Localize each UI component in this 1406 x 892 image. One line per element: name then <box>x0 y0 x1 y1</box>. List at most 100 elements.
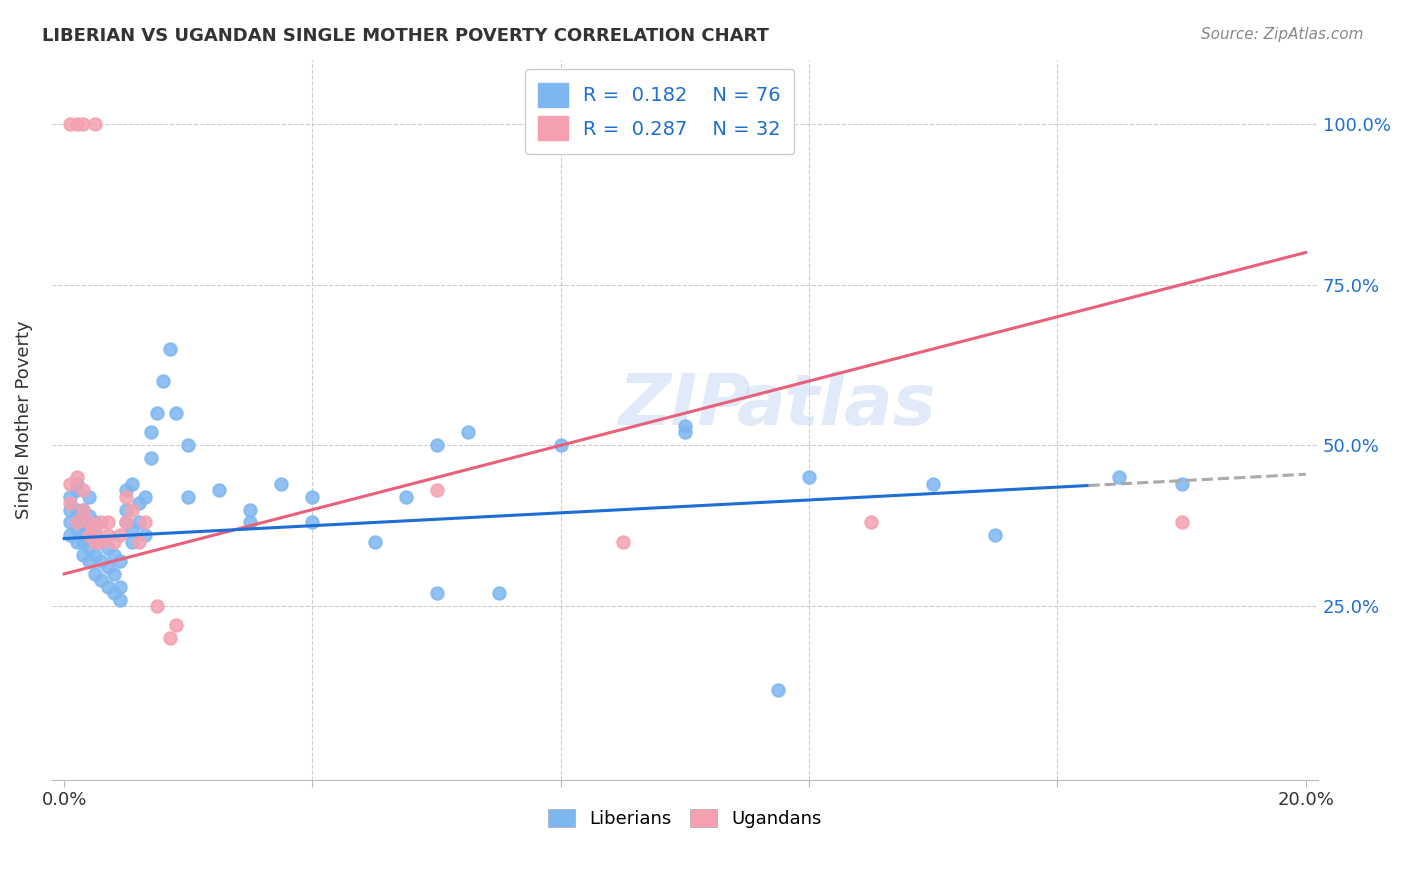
Point <box>90 534 112 549</box>
Point <box>165 406 187 420</box>
Point <box>72 502 94 516</box>
Point <box>922 476 945 491</box>
Point <box>103 534 125 549</box>
Point <box>77 516 100 530</box>
Point <box>77 490 100 504</box>
Point <box>103 586 125 600</box>
Point <box>239 516 262 530</box>
Point <box>77 554 100 568</box>
Point <box>97 541 120 556</box>
Point <box>488 586 510 600</box>
Point <box>115 516 138 530</box>
Point <box>159 631 181 645</box>
Point <box>146 599 169 613</box>
Point <box>1170 476 1192 491</box>
Point <box>1108 470 1130 484</box>
Point <box>301 490 323 504</box>
Point <box>65 117 87 131</box>
Text: atlas: atlas <box>737 371 936 440</box>
Point <box>550 438 572 452</box>
Point <box>673 425 696 440</box>
Point <box>301 516 323 530</box>
Point <box>766 682 789 697</box>
Point <box>77 541 100 556</box>
Point <box>72 502 94 516</box>
Point <box>121 534 143 549</box>
Point <box>84 117 107 131</box>
Point <box>984 528 1007 542</box>
Point <box>457 425 479 440</box>
Point <box>59 490 82 504</box>
Point <box>65 476 87 491</box>
Point <box>139 451 162 466</box>
Point <box>208 483 231 498</box>
Point <box>77 509 100 524</box>
Point <box>59 516 82 530</box>
Point <box>1170 516 1192 530</box>
Point <box>72 483 94 498</box>
Legend: Liberians, Ugandans: Liberians, Ugandans <box>541 802 830 836</box>
Point <box>115 516 138 530</box>
Point <box>426 438 449 452</box>
Point <box>860 516 883 530</box>
Point <box>97 560 120 574</box>
Point <box>363 534 385 549</box>
Point <box>108 592 131 607</box>
Text: Source: ZipAtlas.com: Source: ZipAtlas.com <box>1201 27 1364 42</box>
Point <box>134 516 156 530</box>
Point <box>103 548 125 562</box>
Point <box>97 516 120 530</box>
Point <box>115 483 138 498</box>
Point <box>84 566 107 581</box>
Point <box>270 476 292 491</box>
Point <box>72 516 94 530</box>
Point <box>84 534 107 549</box>
Point <box>65 516 87 530</box>
Point <box>108 554 131 568</box>
Point <box>77 522 100 536</box>
Point <box>152 374 174 388</box>
Point <box>65 522 87 536</box>
Y-axis label: Single Mother Poverty: Single Mother Poverty <box>15 320 32 519</box>
Point <box>84 516 107 530</box>
Point <box>177 438 200 452</box>
Point <box>239 502 262 516</box>
Point <box>128 534 150 549</box>
Point <box>673 419 696 434</box>
Text: ZIP: ZIP <box>619 371 751 440</box>
Point <box>139 425 162 440</box>
Point <box>108 580 131 594</box>
Point <box>128 516 150 530</box>
Point <box>72 548 94 562</box>
Point <box>59 528 82 542</box>
Point <box>426 483 449 498</box>
Point <box>59 117 82 131</box>
Point <box>165 618 187 632</box>
Point <box>72 528 94 542</box>
Point <box>115 502 138 516</box>
Point <box>84 528 107 542</box>
Point <box>612 534 634 549</box>
Point <box>77 528 100 542</box>
Point <box>65 502 87 516</box>
Point <box>108 528 131 542</box>
Point <box>128 496 150 510</box>
Point <box>59 496 82 510</box>
Point <box>121 522 143 536</box>
Point <box>97 528 120 542</box>
Point <box>90 554 112 568</box>
Point <box>84 522 107 536</box>
Point <box>134 490 156 504</box>
Point <box>103 566 125 581</box>
Point <box>59 476 82 491</box>
Point <box>59 502 82 516</box>
Point <box>159 342 181 356</box>
Point <box>65 534 87 549</box>
Point <box>84 548 107 562</box>
Text: LIBERIAN VS UGANDAN SINGLE MOTHER POVERTY CORRELATION CHART: LIBERIAN VS UGANDAN SINGLE MOTHER POVERT… <box>42 27 769 45</box>
Point <box>97 580 120 594</box>
Point <box>72 117 94 131</box>
Point <box>90 574 112 588</box>
Point <box>394 490 416 504</box>
Point <box>177 490 200 504</box>
